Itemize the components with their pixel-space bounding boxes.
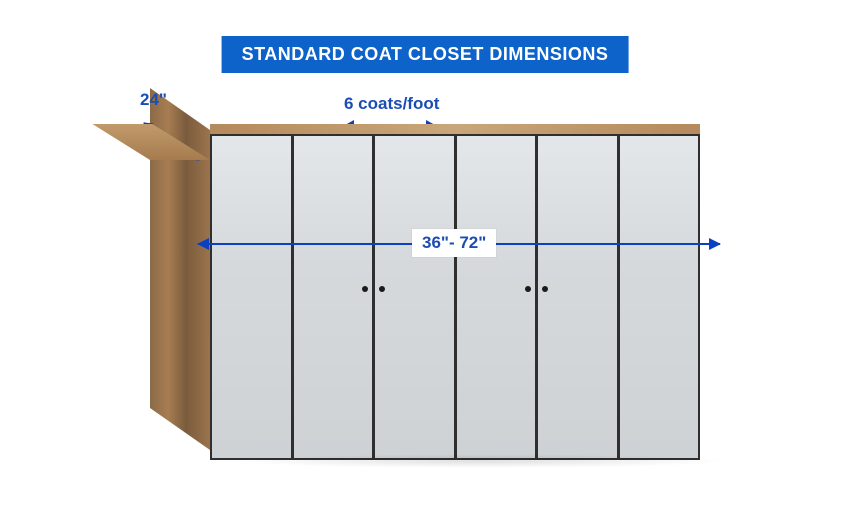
diagram-stage: 24" 6 coats/foot 36"- 72" <box>0 0 850 530</box>
closet-shadow <box>230 454 730 468</box>
depth-label: 24" <box>140 90 167 110</box>
closet-door <box>212 136 294 458</box>
door-handle-icon <box>525 286 531 292</box>
door-handle-icon <box>542 286 548 292</box>
closet-top-strip <box>210 124 700 134</box>
width-label: 36"- 72" <box>412 229 496 257</box>
coat-closet <box>150 130 710 460</box>
per-door-label: 6 coats/foot <box>344 94 439 114</box>
closet-door <box>294 136 376 458</box>
closet-door <box>375 136 457 458</box>
closet-door <box>457 136 539 458</box>
closet-door <box>620 136 699 458</box>
door-handle-icon <box>379 286 385 292</box>
closet-door <box>538 136 620 458</box>
door-handle-icon <box>362 286 368 292</box>
closet-doors <box>210 134 700 460</box>
